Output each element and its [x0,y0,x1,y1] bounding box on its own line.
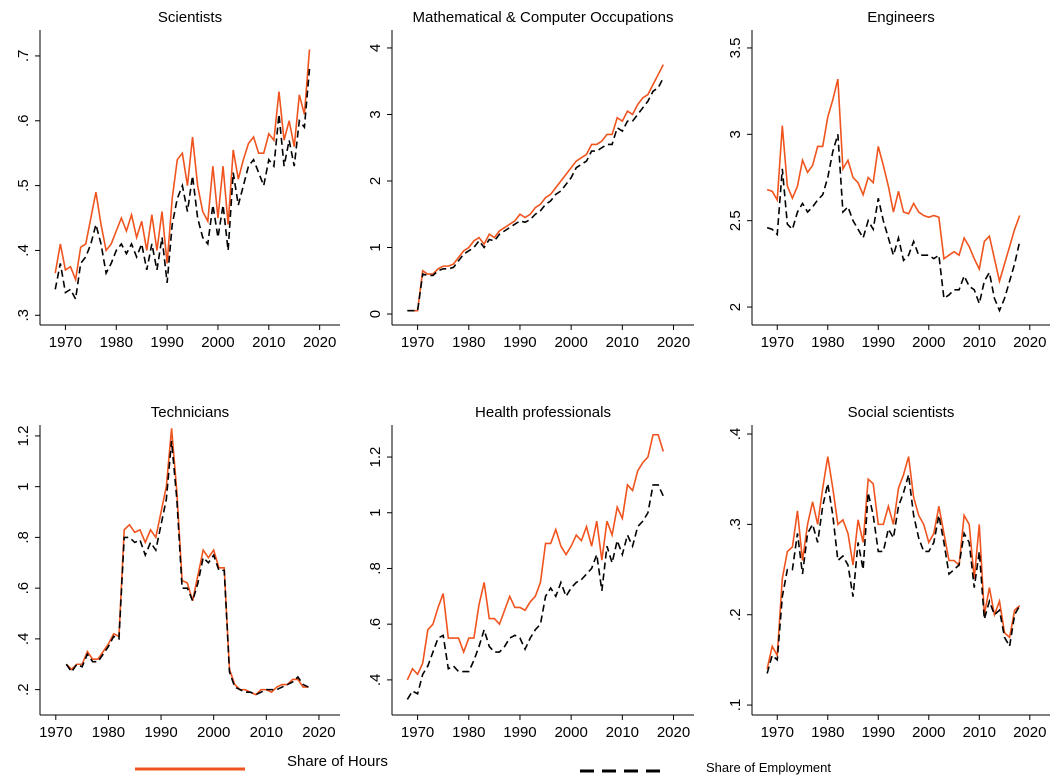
x-tick-label: 2000 [201,334,234,351]
y-tick-label: 3 [367,110,384,118]
x-tick-label: 1970 [761,334,794,351]
panel-title: Scientists [158,9,222,26]
x-tick-label: 1980 [811,724,844,741]
y-tick-label: 0 [367,310,384,318]
y-tick-label: 1 [15,482,32,490]
panel-title: Mathematical & Computer Occupations [413,9,674,26]
panel: Social scientists .1 .2 .3 .4 1970 1980 1990 200… [727,404,1050,741]
x-tick-label: 1980 [452,724,485,741]
x-tick-label: 2010 [963,724,996,741]
series-line [65,440,309,696]
series-line [407,77,665,312]
y-tick-label: 3.5 [727,38,744,59]
y-tick-label: .7 [15,50,32,63]
y-tick-label: .5 [15,179,32,192]
series-line [766,78,1021,285]
panel: Mathematical & Computer Occupations 0 1 2 3 4… [367,9,694,351]
panel: Scientists .3 .4 .5 .6 .7 1970 1980 1990 2000 2010… [15,9,340,351]
y-tick-label: .4 [367,674,384,687]
x-tick-label: 1970 [49,334,82,351]
x-tick-label: 2000 [554,724,587,741]
x-tick-label: 2000 [912,334,945,351]
y-tick-label: .4 [727,428,744,441]
x-tick-label: 2010 [250,724,283,741]
panel: Health professionals .4 .6 .8 1 1.2 1970 1980 19… [367,404,694,741]
legend-label: Share of Hours [287,753,388,770]
series-line [766,134,1021,313]
y-tick-label: .6 [15,582,32,595]
x-tick-label: 1980 [92,724,125,741]
series-line [406,433,665,681]
panel-title: Engineers [867,9,935,26]
y-tick-label: 4 [367,44,384,52]
y-tick-label: .2 [727,608,744,621]
x-tick-label: 2020 [1013,724,1046,741]
y-tick-label: .2 [15,683,32,696]
y-tick-label: .1 [727,699,744,712]
y-tick-label: 1 [367,509,384,517]
x-tick-label: 2020 [1013,334,1046,351]
x-tick-label: 1980 [100,334,133,351]
x-tick-label: 2010 [606,724,639,741]
y-tick-label: 2 [367,177,384,185]
x-tick-label: 1970 [39,724,72,741]
x-tick-label: 1980 [452,334,485,351]
x-tick-label: 2020 [302,724,335,741]
x-tick-label: 1970 [401,334,434,351]
panel: Engineers 2 2.5 3 3.5 1970 1980 1990 2000 2010 202… [727,9,1050,351]
series-line [407,64,665,312]
series-line [406,484,665,700]
y-tick-label: .8 [15,531,32,544]
y-tick-label: 2 [727,303,744,311]
x-tick-label: 1990 [862,334,895,351]
y-tick-label: 1 [367,243,384,251]
y-tick-label: 1.2 [15,425,32,446]
y-tick-label: 1.2 [367,447,384,468]
series-line [54,49,311,283]
x-tick-label: 1970 [401,724,434,741]
panel-title: Technicians [151,404,229,421]
x-tick-label: 2010 [963,334,996,351]
x-tick-label: 2020 [657,334,690,351]
x-tick-label: 1970 [761,724,794,741]
x-tick-label: 2020 [303,334,336,351]
x-tick-label: 2020 [657,724,690,741]
y-tick-label: .6 [15,115,32,128]
y-tick-label: .8 [367,562,384,575]
panel-title: Social scientists [848,404,955,421]
x-tick-label: 1990 [150,334,183,351]
panel: Technicians .2 .4 .6 .8 1 1.2 1970 1980 1990 2000 2… [15,404,340,741]
y-tick-label: .6 [367,618,384,631]
y-tick-label: .3 [15,309,32,322]
y-tick-label: .4 [15,633,32,646]
x-tick-label: 1980 [811,334,844,351]
y-tick-label: 2.5 [727,210,744,231]
x-tick-label: 2010 [606,334,639,351]
x-tick-label: 2000 [912,724,945,741]
series-line [54,68,311,302]
x-tick-label: 2000 [197,724,230,741]
y-tick-label: .3 [727,518,744,531]
series-line [766,456,1021,670]
series-line [65,428,309,696]
x-tick-label: 1990 [862,724,895,741]
legend-label: Share of Employment [706,760,831,775]
panel-title: Health professionals [475,404,611,421]
x-tick-label: 2000 [554,334,587,351]
x-tick-label: 2010 [252,334,285,351]
x-tick-label: 1990 [503,334,536,351]
series-line [766,474,1021,674]
y-tick-label: .4 [15,244,32,257]
x-tick-label: 1990 [503,724,536,741]
y-tick-label: 3 [727,130,744,138]
x-tick-label: 1990 [144,724,177,741]
